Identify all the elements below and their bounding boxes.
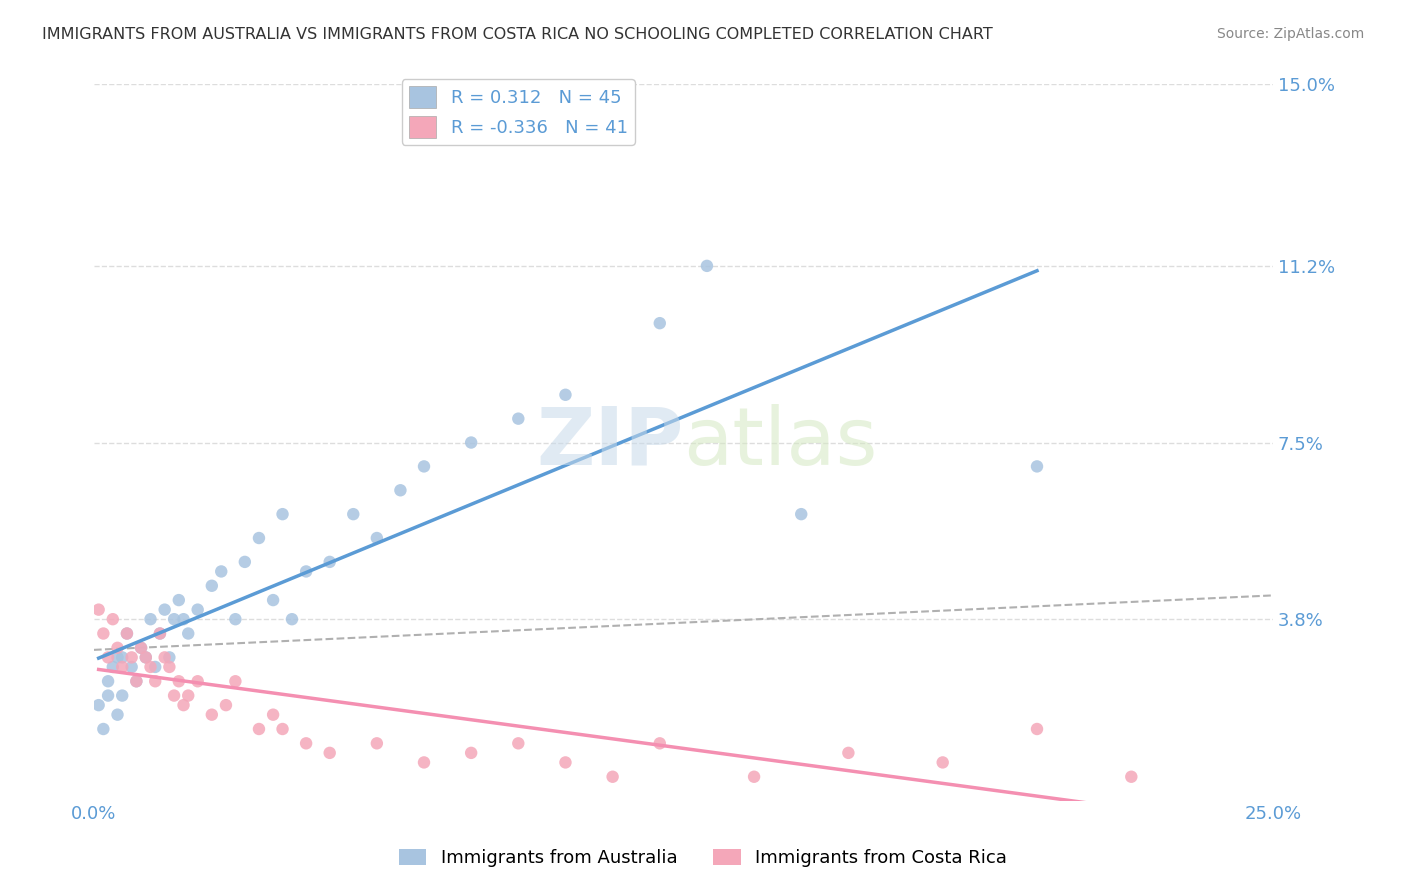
Point xyxy=(125,674,148,689)
Point xyxy=(215,698,238,713)
Point xyxy=(187,674,209,689)
Point xyxy=(201,707,224,722)
Point xyxy=(201,579,224,593)
Point xyxy=(149,626,172,640)
Point xyxy=(97,650,120,665)
Point xyxy=(318,746,340,760)
Point xyxy=(107,640,129,655)
Point xyxy=(97,674,120,689)
Point xyxy=(101,612,124,626)
Point xyxy=(111,650,134,665)
Point xyxy=(366,736,388,750)
Point xyxy=(602,770,624,784)
Point xyxy=(93,722,115,736)
Point xyxy=(209,565,232,579)
Point xyxy=(93,626,115,640)
Point xyxy=(247,531,270,545)
Text: atlas: atlas xyxy=(683,403,877,482)
Point xyxy=(97,689,120,703)
Point xyxy=(107,650,129,665)
Point xyxy=(177,626,200,640)
Point xyxy=(1026,722,1049,736)
Point xyxy=(233,555,256,569)
Point xyxy=(837,746,859,760)
Point xyxy=(139,660,162,674)
Point xyxy=(281,612,304,626)
Point xyxy=(115,626,138,640)
Point xyxy=(648,736,671,750)
Point xyxy=(648,316,671,330)
Point xyxy=(262,707,284,722)
Point xyxy=(262,593,284,607)
Point xyxy=(460,746,482,760)
Point xyxy=(157,650,180,665)
Point xyxy=(135,650,157,665)
Point xyxy=(143,660,166,674)
Point xyxy=(224,612,246,626)
Point xyxy=(125,674,148,689)
Point xyxy=(247,722,270,736)
Point xyxy=(389,483,412,498)
Text: IMMIGRANTS FROM AUSTRALIA VS IMMIGRANTS FROM COSTA RICA NO SCHOOLING COMPLETED C: IMMIGRANTS FROM AUSTRALIA VS IMMIGRANTS … xyxy=(42,27,993,42)
Point xyxy=(149,626,172,640)
Point xyxy=(508,736,530,750)
Point xyxy=(790,507,813,521)
Point xyxy=(153,602,176,616)
Text: Source: ZipAtlas.com: Source: ZipAtlas.com xyxy=(1216,27,1364,41)
Point xyxy=(153,650,176,665)
Point xyxy=(295,565,318,579)
Point xyxy=(413,459,436,474)
Point xyxy=(460,435,482,450)
Point xyxy=(139,612,162,626)
Point xyxy=(121,650,143,665)
Point xyxy=(742,770,765,784)
Point xyxy=(554,756,576,770)
Point xyxy=(696,259,718,273)
Point xyxy=(271,722,294,736)
Point xyxy=(187,602,209,616)
Point xyxy=(173,612,195,626)
Point xyxy=(107,707,129,722)
Point xyxy=(163,612,186,626)
Point xyxy=(87,602,110,616)
Point xyxy=(173,698,195,713)
Point xyxy=(87,698,110,713)
Point xyxy=(413,756,436,770)
Text: ZIP: ZIP xyxy=(536,403,683,482)
Point xyxy=(143,674,166,689)
Point xyxy=(129,640,152,655)
Point xyxy=(135,650,157,665)
Point xyxy=(342,507,364,521)
Point xyxy=(111,689,134,703)
Point xyxy=(121,660,143,674)
Point xyxy=(157,660,180,674)
Point xyxy=(931,756,953,770)
Point xyxy=(1121,770,1143,784)
Point xyxy=(366,531,388,545)
Point xyxy=(1026,459,1049,474)
Point xyxy=(101,660,124,674)
Point xyxy=(167,593,190,607)
Point xyxy=(111,660,134,674)
Point xyxy=(318,555,340,569)
Point xyxy=(271,507,294,521)
Legend: Immigrants from Australia, Immigrants from Costa Rica: Immigrants from Australia, Immigrants fr… xyxy=(392,841,1014,874)
Point xyxy=(224,674,246,689)
Point xyxy=(115,626,138,640)
Point xyxy=(295,736,318,750)
Point xyxy=(163,689,186,703)
Legend: R = 0.312   N = 45, R = -0.336   N = 41: R = 0.312 N = 45, R = -0.336 N = 41 xyxy=(402,79,634,145)
Point xyxy=(508,411,530,425)
Point xyxy=(177,689,200,703)
Point xyxy=(167,674,190,689)
Point xyxy=(554,388,576,402)
Point xyxy=(129,640,152,655)
